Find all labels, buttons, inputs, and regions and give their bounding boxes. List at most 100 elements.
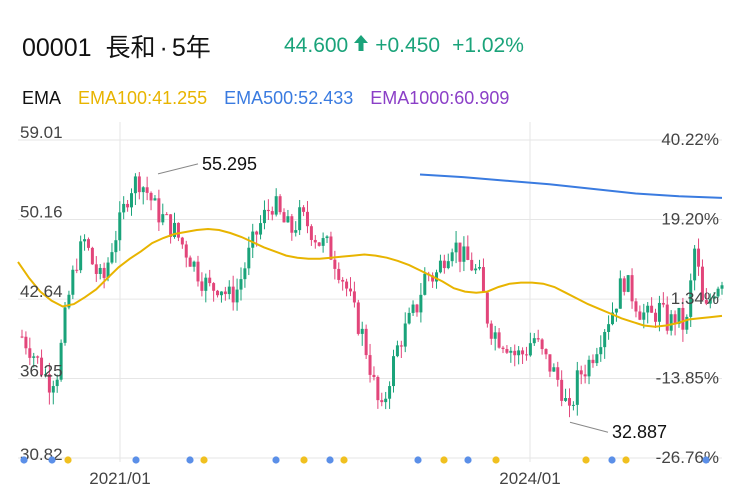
candle-up <box>98 263 102 280</box>
candle-up <box>462 236 466 272</box>
candle-body <box>329 236 333 260</box>
candle-body <box>693 248 697 281</box>
candle-down <box>20 329 24 339</box>
candle-body <box>591 359 595 364</box>
y-tick-left: 59.01 <box>20 123 63 142</box>
candle-up <box>235 278 239 311</box>
candle-body <box>446 261 450 269</box>
candle-body <box>528 343 532 356</box>
candle-body <box>630 275 634 302</box>
candle-body <box>313 239 317 243</box>
candle-down <box>579 365 583 385</box>
candle-down <box>282 208 286 223</box>
candle-up <box>626 274 630 293</box>
candle-body <box>28 348 32 358</box>
price-change: +0.450 <box>375 34 441 57</box>
candle-up <box>141 186 145 205</box>
candle-down <box>208 269 212 287</box>
candle-up <box>677 307 681 328</box>
event-marker <box>64 456 72 464</box>
candle-up <box>450 248 454 267</box>
low-label: 32.887 <box>612 422 667 442</box>
candle-down <box>548 354 552 378</box>
candle-down <box>466 235 470 261</box>
candle-up <box>67 290 71 310</box>
candle-up <box>204 273 208 303</box>
candle-body <box>219 291 223 296</box>
candle-down <box>278 194 282 215</box>
candle-body <box>176 222 180 238</box>
candle-down <box>399 340 403 359</box>
candle-down <box>169 214 173 244</box>
candle-body <box>575 370 579 405</box>
low-leader-line <box>569 421 609 433</box>
candle-up <box>509 347 513 363</box>
candle-down <box>368 343 372 383</box>
candle-down <box>560 370 564 407</box>
candle-up <box>446 253 450 270</box>
candle-body <box>642 312 646 320</box>
candle-up <box>607 315 611 340</box>
candle-body <box>262 209 266 224</box>
candle-body <box>509 350 513 353</box>
candle-body <box>360 328 364 334</box>
candle-down <box>470 252 474 272</box>
candle-up <box>251 223 255 258</box>
candle-down <box>317 242 321 247</box>
candle-up <box>325 235 329 244</box>
candle-body <box>540 339 544 350</box>
candle-body <box>564 398 568 401</box>
candle-body <box>298 207 302 231</box>
candle-up <box>528 332 532 357</box>
event-markers <box>20 456 710 464</box>
candle-body <box>399 345 403 347</box>
price-chart[interactable]: 59.01 50.16 42.64 36.25 30.82 40.22% 19.20% 1.… <box>0 122 740 499</box>
candle-down <box>700 259 704 301</box>
stock-name: 長和 <box>105 34 156 62</box>
candle-down <box>216 289 220 298</box>
period-label[interactable]: 5年 <box>171 34 211 62</box>
candle-body <box>59 342 63 380</box>
candle-up <box>392 349 396 393</box>
candle-down <box>485 291 489 328</box>
candle-body <box>505 349 509 353</box>
candle-down <box>681 297 685 342</box>
candle-body <box>317 242 321 246</box>
candle-body <box>106 262 110 278</box>
candle-body <box>368 355 372 375</box>
candle-body <box>165 214 169 216</box>
candle-up <box>384 391 388 410</box>
candle-body <box>274 196 278 215</box>
candle-body <box>352 291 356 303</box>
y-tick-left: 50.16 <box>20 203 63 222</box>
candle-down <box>544 348 548 360</box>
candle-body <box>626 275 630 292</box>
candle-up <box>298 199 302 235</box>
candle-up <box>693 245 697 291</box>
candle-down <box>697 238 701 276</box>
candle-up <box>438 254 442 274</box>
event-marker <box>414 456 422 464</box>
candle-body <box>251 231 255 248</box>
candle-up <box>642 303 646 329</box>
candle-body <box>90 247 94 265</box>
ema-legend: EMA EMA100:41.255 EMA500:52.433 EMA1000:… <box>22 88 521 109</box>
event-marker <box>464 456 472 464</box>
candle-body <box>337 268 341 280</box>
candle-body <box>239 279 243 290</box>
candle-up <box>595 347 599 367</box>
candle-body <box>94 264 98 274</box>
candle-body <box>611 312 615 325</box>
candle-up <box>43 368 47 378</box>
candle-up <box>478 259 482 271</box>
candle-body <box>321 238 325 246</box>
candle-body <box>489 323 493 339</box>
candle-up <box>587 355 591 385</box>
candle-body <box>290 216 294 233</box>
candle-body <box>583 374 587 377</box>
candle-body <box>243 268 247 280</box>
candle-body <box>325 236 329 239</box>
candle-down <box>313 235 317 249</box>
candle-down <box>149 191 153 211</box>
